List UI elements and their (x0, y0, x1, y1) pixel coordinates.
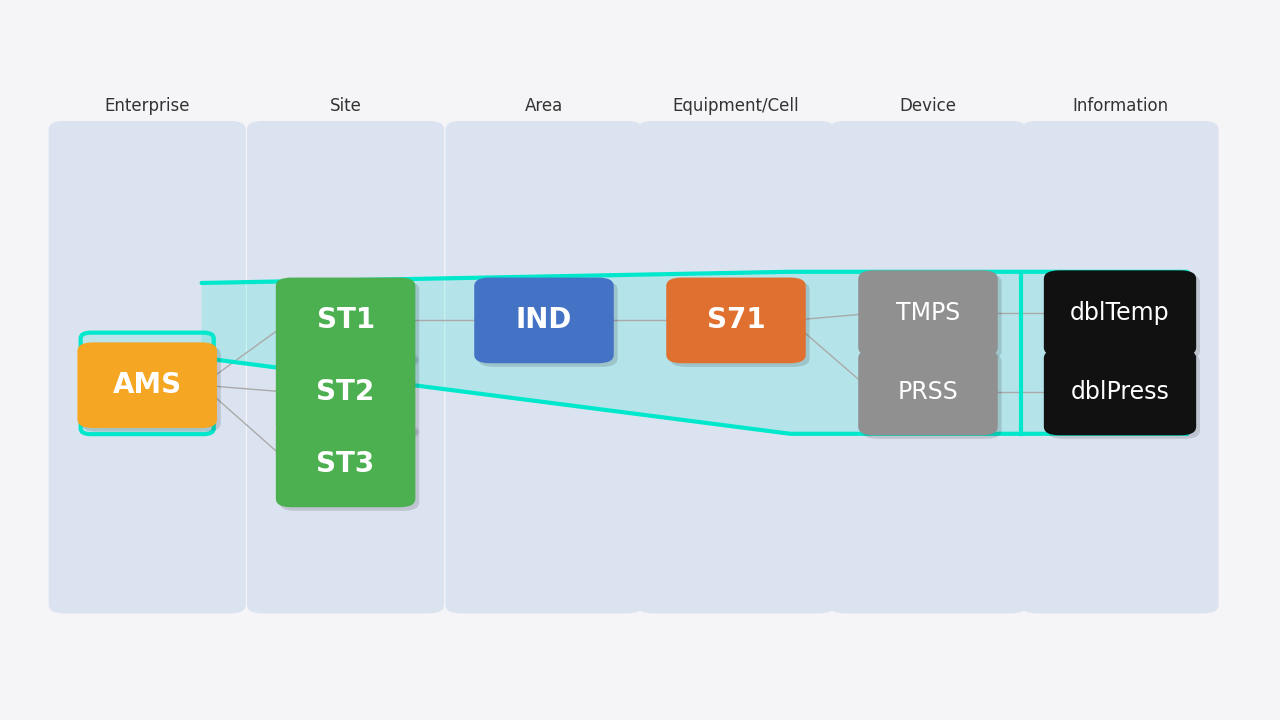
FancyBboxPatch shape (475, 277, 614, 363)
FancyBboxPatch shape (280, 353, 420, 438)
FancyBboxPatch shape (81, 333, 214, 434)
Text: ST3: ST3 (316, 451, 375, 478)
FancyBboxPatch shape (280, 281, 420, 366)
FancyBboxPatch shape (1044, 270, 1197, 356)
FancyBboxPatch shape (859, 270, 998, 356)
FancyBboxPatch shape (276, 277, 415, 363)
FancyBboxPatch shape (1021, 121, 1219, 613)
Text: Device: Device (900, 97, 956, 115)
Text: Site: Site (330, 97, 361, 115)
FancyBboxPatch shape (671, 281, 809, 366)
Text: ST2: ST2 (316, 379, 375, 406)
FancyBboxPatch shape (829, 121, 1027, 613)
Text: PRSS: PRSS (897, 380, 959, 405)
FancyBboxPatch shape (667, 277, 806, 363)
FancyBboxPatch shape (280, 425, 420, 511)
FancyBboxPatch shape (859, 350, 998, 435)
Text: Area: Area (525, 97, 563, 115)
Text: TMPS: TMPS (896, 301, 960, 325)
FancyBboxPatch shape (1048, 353, 1201, 438)
FancyBboxPatch shape (863, 353, 1001, 438)
Text: dblTemp: dblTemp (1070, 301, 1170, 325)
Text: IND: IND (516, 307, 572, 334)
Text: AMS: AMS (113, 372, 182, 399)
FancyBboxPatch shape (82, 346, 221, 431)
FancyBboxPatch shape (247, 121, 444, 613)
FancyBboxPatch shape (78, 343, 218, 428)
Text: Information: Information (1071, 97, 1169, 115)
FancyBboxPatch shape (637, 121, 835, 613)
FancyBboxPatch shape (276, 350, 415, 435)
FancyBboxPatch shape (863, 274, 1001, 360)
Polygon shape (202, 272, 1188, 433)
FancyBboxPatch shape (479, 281, 618, 366)
FancyBboxPatch shape (1044, 350, 1197, 435)
Text: ST1: ST1 (316, 307, 375, 334)
FancyBboxPatch shape (276, 421, 415, 507)
FancyBboxPatch shape (445, 121, 643, 613)
FancyBboxPatch shape (1048, 274, 1201, 360)
Text: Enterprise: Enterprise (105, 97, 189, 115)
Text: Equipment/Cell: Equipment/Cell (673, 97, 799, 115)
Text: dblPress: dblPress (1070, 380, 1170, 405)
FancyBboxPatch shape (49, 121, 246, 613)
Text: S71: S71 (707, 307, 765, 334)
